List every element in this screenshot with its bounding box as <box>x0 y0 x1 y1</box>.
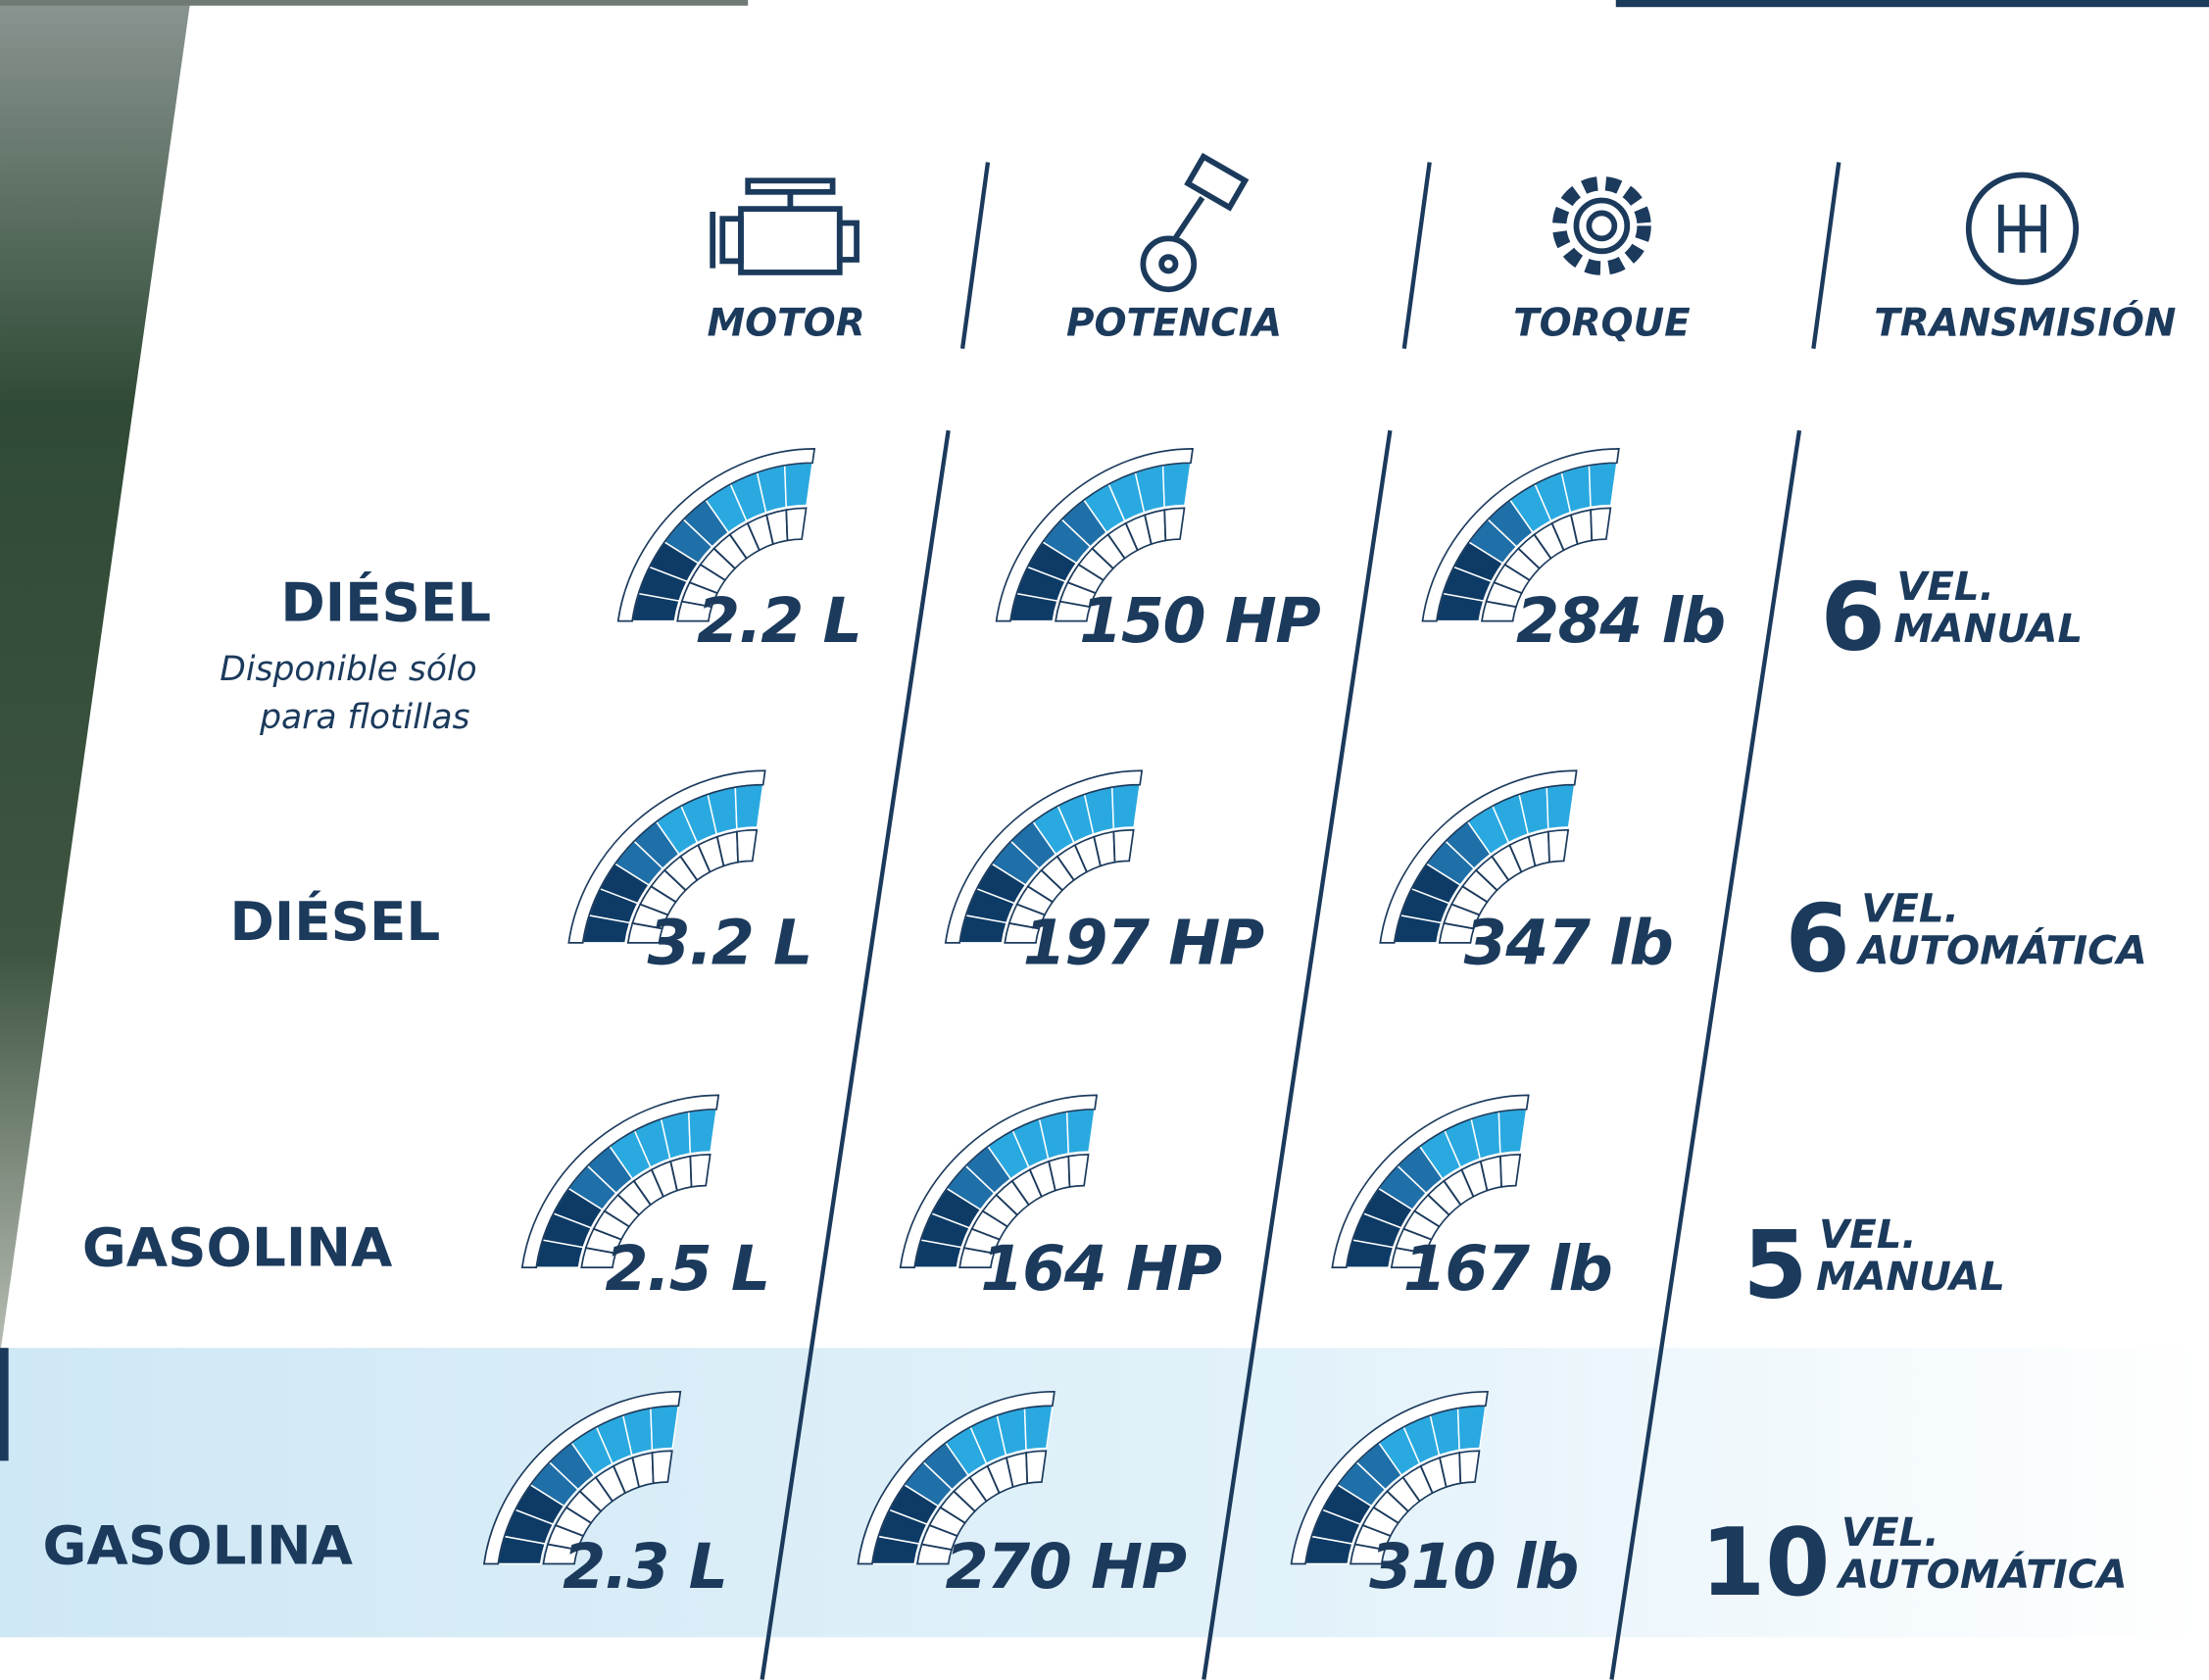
motor-value: 2.5 L <box>605 1232 768 1305</box>
transmission-type: AUTOMÁTICA <box>1855 927 2147 974</box>
column-header: TORQUE <box>1513 302 1691 346</box>
torque-value: 347 lb <box>1464 907 1673 979</box>
transmission-type: MANUAL <box>1893 606 2083 652</box>
transmission-type: AUTOMÁTICA <box>1836 1551 2128 1598</box>
speeds: 10 <box>1700 1509 1830 1617</box>
speeds: 6 <box>1786 886 1850 994</box>
column-header: POTENCIA <box>1066 302 1282 346</box>
potencia-value: 270 HP <box>946 1530 1187 1603</box>
fuel-label: DIÉSEL <box>280 570 491 634</box>
motor-value: 2.3 L <box>563 1530 726 1603</box>
fuel-label: GASOLINA <box>43 1513 354 1576</box>
potencia-value: 197 HP <box>1023 907 1264 979</box>
motor-value: 3.2 L <box>648 907 811 979</box>
fuel-label: GASOLINA <box>82 1216 393 1279</box>
potencia-value: 164 HP <box>981 1232 1222 1305</box>
column-header: MOTOR <box>707 302 864 346</box>
speed-unit: VEL. <box>1896 564 1994 610</box>
fuel-note: Disponible sólo <box>220 650 476 689</box>
speeds: 5 <box>1743 1211 1807 1319</box>
torque-value: 310 lb <box>1369 1530 1578 1603</box>
fuel-label: DIÉSEL <box>230 889 441 953</box>
speed-unit: VEL. <box>1819 1211 1917 1258</box>
page: {"headers": ["MOTOR", "POTENCIA", "TORQU… <box>0 0 2209 1680</box>
top-bar <box>1616 0 2209 7</box>
band-marker <box>0 1348 9 1460</box>
fuel-note: para flotillas <box>259 698 469 737</box>
speed-unit: VEL. <box>1841 1509 1939 1556</box>
speed-unit: VEL. <box>1861 885 1959 931</box>
transmission-type: MANUAL <box>1816 1254 2005 1300</box>
speeds: 6 <box>1821 564 1886 671</box>
photo-edge <box>0 0 748 6</box>
torque-value: 167 lb <box>1403 1232 1612 1305</box>
motor-value: 2.2 L <box>697 584 860 657</box>
torque-value: 284 lb <box>1516 584 1725 657</box>
spec-sheet: MOTOR POTENCIA TORQUE TRANSMISIÓN DIÉSEL… <box>0 0 2209 1680</box>
potencia-value: 150 HP <box>1079 584 1320 657</box>
column-header: TRANSMISIÓN <box>1874 300 2176 346</box>
